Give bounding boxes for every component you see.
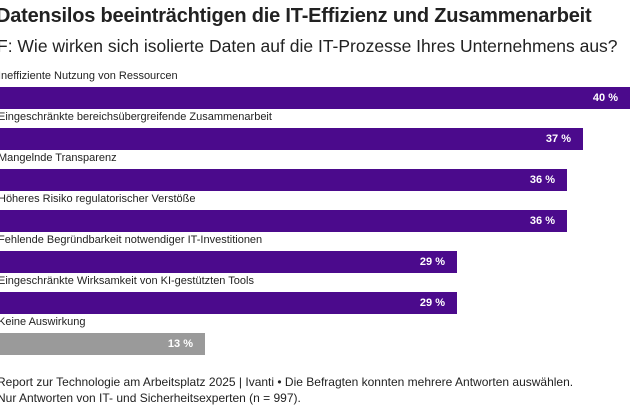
category-label: Mangelnde Transparenz bbox=[0, 152, 117, 164]
chart-title: Datensilos beeinträchtigen die IT-Effizi… bbox=[0, 5, 592, 27]
category-label: Fehlende Begründbarkeit notwendiger IT-I… bbox=[0, 234, 263, 246]
bar bbox=[0, 251, 457, 273]
footer-source: Report zur Technologie am Arbeitsplatz 2… bbox=[0, 375, 574, 389]
value-label: 36 % bbox=[529, 215, 555, 227]
value-label: 13 % bbox=[167, 338, 193, 350]
bar bbox=[0, 292, 457, 314]
value-label: 29 % bbox=[419, 256, 445, 268]
bar bbox=[0, 87, 630, 109]
bar bbox=[0, 210, 567, 232]
value-label: 29 % bbox=[419, 297, 445, 309]
category-label: Keine Auswirkung bbox=[0, 316, 86, 328]
value-label: 37 % bbox=[545, 133, 571, 145]
bar-chart: Ineffiziente Nutzung von Ressourcen 40 % E… bbox=[0, 70, 630, 362]
value-label: 36 % bbox=[529, 174, 555, 186]
category-label: Eingeschränkte bereichsübergreifende Zus… bbox=[0, 111, 272, 123]
footer-note: Nur Antworten von IT- und Sicherheitsexp… bbox=[0, 391, 301, 405]
category-label: Eingeschränkte Wirksamkeit von KI-gestüt… bbox=[0, 275, 254, 287]
bar bbox=[0, 169, 567, 191]
category-label: Ineffiziente Nutzung von Ressourcen bbox=[0, 70, 178, 82]
bar bbox=[0, 128, 583, 150]
category-label: Höheres Risiko regulatorischer Verstöße bbox=[0, 193, 196, 205]
chart-subtitle: F: Wie wirken sich isolierte Daten auf d… bbox=[0, 36, 618, 56]
bar bbox=[0, 333, 205, 355]
value-label: 40 % bbox=[592, 92, 618, 104]
